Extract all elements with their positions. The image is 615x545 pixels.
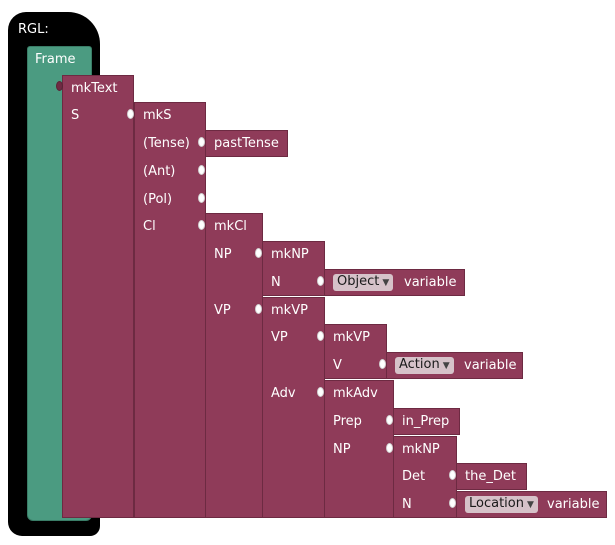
slot-det-label: Det [402,469,426,484]
location-variable-label: variable [547,497,600,512]
input-notch [386,415,393,425]
object-dropdown[interactable]: Object ▼ [333,274,394,291]
input-notch [379,359,386,369]
mknp-inner-block[interactable] [393,436,457,518]
input-notch [198,220,205,230]
slot-n2-label: N [402,497,412,512]
mks-block[interactable] [134,102,206,518]
input-notch [255,248,262,258]
input-notch [317,331,324,341]
frame-label: Frame [35,52,76,67]
location-dropdown[interactable]: Location ▼ [465,496,538,513]
input-notch [449,498,456,508]
mkvp-label: mkVP [271,303,308,318]
action-dropdown-label: Action [399,357,440,372]
the-det-block[interactable] [456,463,527,490]
dropdown-arrow-icon: ▼ [382,278,390,288]
mknp-inner-label: mkNP [402,442,440,457]
input-notch [198,137,205,147]
slot-prep-label: Prep [333,414,362,429]
slot-adv-label: Adv [271,386,296,401]
mkadv-block[interactable] [324,380,394,518]
action-dropdown[interactable]: Action ▼ [395,357,454,374]
in-prep-label: in_Prep [402,414,450,429]
dropdown-arrow-icon: ▼ [526,500,534,510]
input-notch [255,304,262,314]
connector-notch [56,81,63,91]
empty-input-notch[interactable] [198,165,205,175]
input-notch [317,276,324,286]
dropdown-arrow-icon: ▼ [442,361,450,371]
mkvp-inner-block[interactable] [324,324,387,379]
slot-np-label: NP [214,247,232,262]
input-notch [317,387,324,397]
mktext-label: mkText [71,81,118,96]
the-det-label: the_Det [465,469,516,484]
mkadv-label: mkAdv [333,386,378,401]
mknp-label: mkNP [271,247,309,262]
empty-input-notch[interactable] [198,193,205,203]
pasttense-label: pastTense [214,136,279,151]
mkvp-inner-label: mkVP [333,330,370,345]
object-dropdown-label: Object [337,274,380,289]
slot-n-label: N [271,275,281,290]
mknp-block[interactable] [262,241,325,296]
slot-tense-label: (Tense) [143,136,190,151]
slot-np2-label: NP [333,442,351,457]
object-variable-label: variable [404,275,457,290]
slot-cl-label: Cl [143,219,156,234]
slot-pol-label: (Pol) [143,192,173,207]
slot-vp2-label: VP [271,330,288,345]
mktext-block[interactable] [62,75,134,518]
mkcl-label: mkCl [214,219,247,234]
input-notch [449,470,456,480]
slot-v-label: V [333,358,342,373]
input-notch [386,443,393,453]
rgl-hat-label: RGL: [18,22,49,37]
slot-s-label: S [71,108,80,123]
slot-ant-label: (Ant) [143,164,176,179]
location-dropdown-label: Location [469,496,524,511]
slot-vp-label: VP [214,303,231,318]
input-notch [127,109,134,119]
in-prep-block[interactable] [393,408,460,435]
mks-label: mkS [143,108,172,123]
pasttense-block[interactable] [205,130,288,157]
mkcl-block[interactable] [205,213,263,518]
action-variable-label: variable [464,358,517,373]
